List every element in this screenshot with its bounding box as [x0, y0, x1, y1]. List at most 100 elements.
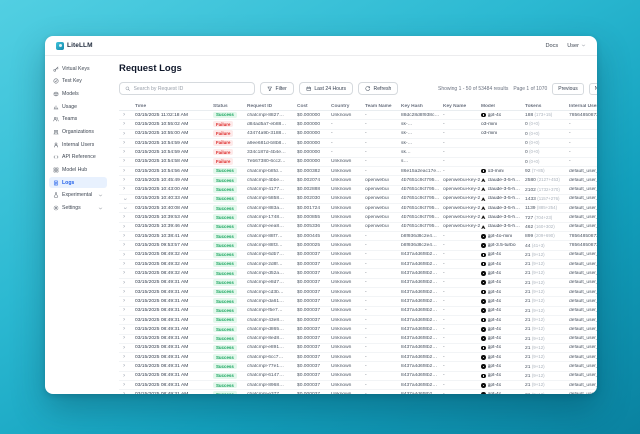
expand-row-button[interactable]: ›: [123, 130, 126, 137]
table-row[interactable]: › 03/15/2025 08:49:31 AM Success chatcmp…: [119, 362, 597, 372]
table-row[interactable]: › 03/15/2025 10:39:53 AM Success chatcmp…: [119, 213, 597, 223]
sidebar-item-models[interactable]: Models: [49, 88, 107, 99]
expand-row-button[interactable]: ›: [123, 270, 126, 277]
expand-row-button[interactable]: ›: [123, 232, 126, 239]
table-row[interactable]: › 03/15/2025 08:49:31 AM Success chatcmp…: [119, 335, 597, 344]
cell-cost: $0.000037: [297, 382, 321, 388]
cell-cost: $0.000000: [297, 131, 321, 137]
models-icon: [53, 91, 59, 97]
table-row[interactable]: › 03/15/2025 08:49:31 AM Success chatcmp…: [119, 279, 597, 288]
expand-row-button[interactable]: ›: [123, 363, 126, 370]
expand-row-button[interactable]: ›: [121, 197, 129, 201]
sidebar-item-usage[interactable]: Usage: [49, 101, 107, 112]
cell-tokens: 1139 (885+254): [525, 205, 558, 212]
sidebar-item-test-key[interactable]: Test Key: [49, 76, 107, 87]
table-row[interactable]: › 03/15/2025 10:39:46 AM Success chatcmp…: [119, 223, 597, 233]
openai-icon: [481, 261, 486, 267]
table-row[interactable]: › 03/15/2025 08:49:32 AM Success chatcmp…: [119, 251, 597, 260]
expand-row-button[interactable]: ›: [123, 279, 126, 286]
refresh-button[interactable]: Refresh: [358, 82, 399, 95]
table-row[interactable]: › 03/15/2025 08:49:31 AM Success chatcmp…: [119, 381, 597, 391]
cell-tokens: 188 (173+15): [525, 112, 553, 119]
cell-cost: $0.000855: [297, 215, 321, 221]
time-range-button[interactable]: Last 24 Hours: [298, 82, 354, 95]
expand-row-button[interactable]: ›: [123, 139, 126, 146]
table-row[interactable]: › 03/15/2025 08:49:31 AM Success chatcmp…: [119, 353, 597, 363]
cell-country: Unknown: [331, 215, 352, 221]
cell-country: Unknown: [331, 168, 352, 174]
user-menu-label: User: [567, 42, 579, 49]
table-row[interactable]: › 03/15/2025 08:49:31 AM Success chatcmp…: [119, 344, 597, 354]
expand-row-button[interactable]: ›: [123, 381, 126, 388]
table-row[interactable]: › 03/15/2025 11:02:18 AM Success chatcmp…: [119, 111, 597, 121]
expand-row-button[interactable]: ›: [123, 372, 126, 379]
previous-page-button[interactable]: Previous: [552, 82, 584, 95]
cell-cost: $0.000037: [297, 298, 321, 304]
table-row[interactable]: › 03/15/2025 10:45:49 AM Success chatcmp…: [119, 176, 597, 186]
expand-row-button[interactable]: ›: [123, 344, 126, 351]
brand[interactable]: LiteLLM: [56, 41, 93, 50]
table-row[interactable]: › 03/15/2025 10:38:41 AM Success chatcmp…: [119, 232, 597, 242]
expand-row-button[interactable]: ›: [123, 335, 126, 342]
cell-key-name: -: [443, 326, 445, 332]
docs-link[interactable]: Docs: [545, 42, 559, 49]
expand-row-button[interactable]: ›: [123, 158, 126, 165]
user-menu[interactable]: User: [567, 43, 586, 49]
table-row[interactable]: › 03/15/2025 08:49:31 AM Success chatcmp…: [119, 325, 597, 335]
table-row[interactable]: › 03/15/2025 10:40:08 AM Success chatcmp…: [119, 204, 597, 214]
table-row[interactable]: › 03/15/2025 08:49:31 AM Success chatcmp…: [119, 297, 597, 307]
table-row[interactable]: › 03/15/2025 08:49:31 AM Success chatcmp…: [119, 390, 597, 394]
expand-row-button[interactable]: ›: [123, 223, 126, 230]
table-row[interactable]: › 03/15/2025 08:49:31 AM Success chatcmp…: [119, 307, 597, 316]
table-row[interactable]: › 03/15/2025 10:55:02 AM Failure d84ad5a…: [119, 120, 597, 130]
expand-row-button[interactable]: ›: [123, 214, 126, 221]
sidebar-item-organizations[interactable]: Organizations: [49, 126, 107, 137]
status-badge: Failure: [213, 139, 234, 146]
expand-row-button[interactable]: ›: [123, 242, 126, 249]
expand-row-button[interactable]: ›: [123, 186, 126, 193]
table-row[interactable]: › 03/15/2025 08:49:32 AM Success chatcmp…: [119, 269, 597, 279]
expand-row-button[interactable]: ›: [123, 288, 126, 295]
expand-row-button[interactable]: ›: [123, 177, 126, 184]
table-row[interactable]: › 03/15/2025 08:49:31 AM Success chatcmp…: [119, 316, 597, 326]
expand-row-button[interactable]: ›: [123, 326, 126, 333]
expand-row-button[interactable]: ›: [123, 298, 126, 305]
table-row[interactable]: › 03/15/2025 10:54:59 AM Failure 334c187…: [119, 148, 597, 158]
cell-request-id: chatcmpl-883a…: [247, 205, 284, 211]
table-row[interactable]: › 03/15/2025 08:49:31 AM Success chatcmp…: [119, 288, 597, 298]
sidebar-item-label: Virtual Keys: [62, 65, 90, 72]
table-row[interactable]: › 03/15/2025 10:54:56 AM Success chatcmp…: [119, 167, 597, 177]
expand-row-button[interactable]: ›: [123, 149, 126, 156]
sidebar-item-teams[interactable]: Teams: [49, 114, 107, 125]
expand-row-button[interactable]: ›: [123, 307, 126, 314]
sidebar-item-internal-users[interactable]: Internal Users: [49, 139, 107, 150]
search-input[interactable]: [133, 85, 249, 92]
expand-row-button[interactable]: ›: [123, 354, 126, 361]
next-page-button[interactable]: Next: [588, 82, 597, 95]
table-row[interactable]: › 03/15/2025 10:54:59 AM Failure a9ee681…: [119, 139, 597, 149]
sidebar-item-experimental[interactable]: Experimental: [49, 190, 107, 201]
expand-row-button[interactable]: ›: [123, 121, 126, 128]
sidebar-item-model-hub[interactable]: Model Hub: [49, 165, 107, 176]
sidebar-item-settings[interactable]: Settings: [49, 203, 107, 214]
cell-key-name: openwebui-key-2: [443, 224, 481, 230]
sidebar-item-virtual-keys[interactable]: Virtual Keys: [49, 63, 107, 74]
table-row[interactable]: › 03/15/2025 10:43:00 AM Success chatcmp…: [119, 186, 597, 195]
expand-row-button[interactable]: ›: [123, 167, 126, 174]
sidebar-item-api-reference[interactable]: API Reference: [49, 152, 107, 163]
expand-row-button[interactable]: ›: [123, 111, 126, 118]
cell-time: 03/15/2025 08:49:31 AM: [135, 354, 189, 360]
expand-row-button[interactable]: ›: [119, 391, 135, 394]
table-row[interactable]: › 03/15/2025 10:40:33 AM Success chatcmp…: [119, 195, 597, 205]
expand-row-button[interactable]: ›: [123, 316, 126, 323]
expand-row-button[interactable]: ›: [123, 260, 126, 267]
expand-row-button[interactable]: ›: [123, 251, 126, 258]
expand-row-button[interactable]: ›: [121, 207, 129, 210]
sidebar-item-logs[interactable]: Logs: [49, 177, 107, 189]
table-row[interactable]: › 03/15/2025 10:54:58 AM Failure 7eb6738…: [119, 158, 597, 167]
table-row[interactable]: › 03/15/2025 08:49:32 AM Success chatcmp…: [119, 260, 597, 270]
table-row[interactable]: › 03/15/2025 09:53:57 AM Success chatcmp…: [119, 241, 597, 251]
table-row[interactable]: › 03/15/2025 08:49:31 AM Success chatcmp…: [119, 372, 597, 382]
filter-button[interactable]: Filter: [260, 82, 294, 95]
table-row[interactable]: › 03/15/2025 10:55:00 AM Failure 43474a9…: [119, 130, 597, 139]
